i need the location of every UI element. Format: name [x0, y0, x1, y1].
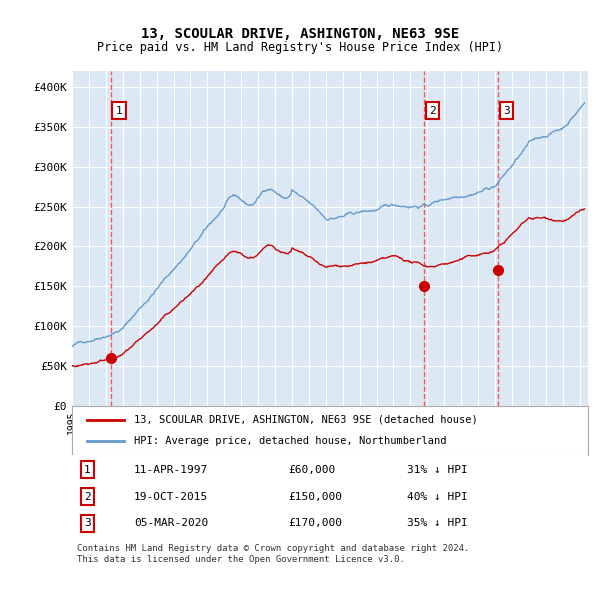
- Text: £170,000: £170,000: [289, 519, 343, 529]
- Text: 35% ↓ HPI: 35% ↓ HPI: [407, 519, 468, 529]
- Text: 40% ↓ HPI: 40% ↓ HPI: [407, 491, 468, 502]
- Text: 1: 1: [84, 465, 91, 475]
- Text: HPI: Average price, detached house, Northumberland: HPI: Average price, detached house, Nort…: [134, 436, 446, 446]
- Text: 1: 1: [116, 106, 122, 116]
- Text: 3: 3: [84, 519, 91, 529]
- Text: £150,000: £150,000: [289, 491, 343, 502]
- Text: 13, SCOULAR DRIVE, ASHINGTON, NE63 9SE (detached house): 13, SCOULAR DRIVE, ASHINGTON, NE63 9SE (…: [134, 415, 478, 425]
- Text: 13, SCOULAR DRIVE, ASHINGTON, NE63 9SE: 13, SCOULAR DRIVE, ASHINGTON, NE63 9SE: [141, 27, 459, 41]
- Text: 2: 2: [84, 491, 91, 502]
- Text: 05-MAR-2020: 05-MAR-2020: [134, 519, 208, 529]
- Text: Price paid vs. HM Land Registry's House Price Index (HPI): Price paid vs. HM Land Registry's House …: [97, 41, 503, 54]
- Text: 3: 3: [503, 106, 509, 116]
- Text: £60,000: £60,000: [289, 465, 336, 475]
- Text: 2: 2: [429, 106, 436, 116]
- Text: 19-OCT-2015: 19-OCT-2015: [134, 491, 208, 502]
- Text: Contains HM Land Registry data © Crown copyright and database right 2024.
This d: Contains HM Land Registry data © Crown c…: [77, 545, 470, 564]
- Text: 11-APR-1997: 11-APR-1997: [134, 465, 208, 475]
- Text: 31% ↓ HPI: 31% ↓ HPI: [407, 465, 468, 475]
